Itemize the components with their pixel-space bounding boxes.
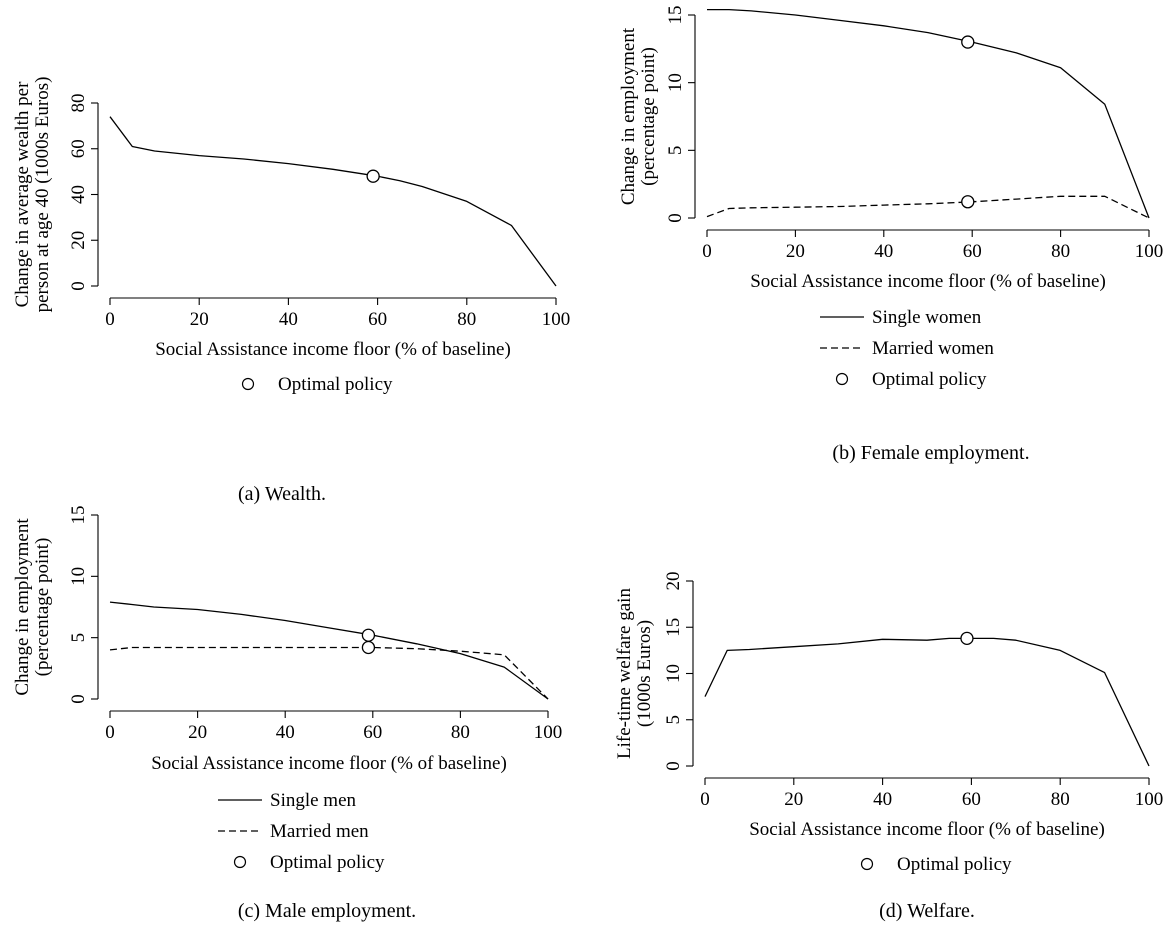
series-line-solid bbox=[109, 116, 557, 287]
legend-label: Optimal policy bbox=[270, 852, 385, 873]
x-tick-label: 40 bbox=[874, 241, 893, 262]
legend-circle-marker bbox=[835, 372, 849, 386]
y-tick-label: 20 bbox=[68, 231, 89, 250]
y-tick-label: 20 bbox=[663, 572, 684, 591]
y-tick-label: 10 bbox=[68, 567, 89, 586]
y-tick-label: 0 bbox=[68, 281, 89, 291]
series-line-dashed bbox=[109, 646, 549, 700]
legend-label: Optimal policy bbox=[278, 374, 393, 395]
x-axis-label: Social Assistance income floor (% of bas… bbox=[749, 819, 1105, 840]
optimal-policy-marker bbox=[961, 195, 975, 209]
x-tick-label: 0 bbox=[700, 789, 710, 810]
x-tick-label: 60 bbox=[962, 789, 981, 810]
series-line-solid bbox=[109, 601, 549, 700]
x-tick-label: 100 bbox=[1135, 241, 1164, 262]
panel-caption: (d) Welfare. bbox=[879, 900, 975, 922]
x-tick-label: 20 bbox=[784, 789, 803, 810]
x-tick-label: 60 bbox=[368, 309, 387, 330]
y-axis-label: (1000s Euros) bbox=[634, 620, 655, 727]
x-tick-label: 0 bbox=[105, 722, 115, 743]
y-axis-label: (percentage point) bbox=[32, 538, 53, 677]
x-tick-label: 40 bbox=[873, 789, 892, 810]
legend-label: Single men bbox=[270, 790, 357, 811]
y-tick-label: 0 bbox=[665, 213, 686, 223]
y-tick-label: 15 bbox=[68, 506, 89, 525]
y-tick-label: 0 bbox=[68, 694, 89, 704]
y-tick-label: 10 bbox=[663, 664, 684, 683]
series-line-solid bbox=[707, 8, 1150, 219]
y-tick-label: 10 bbox=[665, 73, 686, 92]
legend: Single men Married men Optimal policy bbox=[218, 790, 385, 873]
x-tick-label: 40 bbox=[276, 722, 295, 743]
x-tick-label: 60 bbox=[963, 241, 982, 262]
legend-label: Single women bbox=[872, 307, 982, 328]
y-tick-label: 60 bbox=[68, 139, 89, 158]
legend-label: Optimal policy bbox=[872, 369, 987, 390]
y-axis-label: Change in employment bbox=[12, 518, 33, 696]
x-tick-label: 80 bbox=[451, 722, 470, 743]
panel-4: 0 20 40 60 80 100 0 5 10 15 20 Life-time welfare ga… bbox=[614, 572, 1163, 923]
y-tick-label: 15 bbox=[663, 618, 684, 637]
panel-2: 0 20 40 60 80 100 0 5 10 15 Change in employment (p… bbox=[618, 6, 1163, 465]
x-axis-label: Social Assistance income floor (% of bas… bbox=[750, 271, 1106, 292]
y-tick-label: 15 bbox=[665, 6, 686, 25]
series-line-solid bbox=[704, 637, 1150, 767]
x-tick-label: 0 bbox=[105, 309, 115, 330]
legend-circle-marker bbox=[233, 855, 247, 869]
legend-circle-marker bbox=[241, 377, 255, 391]
x-tick-label: 100 bbox=[534, 722, 563, 743]
optimal-policy-marker bbox=[960, 631, 974, 645]
legend: Optimal policy bbox=[241, 374, 393, 395]
optimal-policy-marker bbox=[961, 35, 975, 49]
x-tick-label: 20 bbox=[188, 722, 207, 743]
optimal-policy-marker bbox=[366, 169, 380, 183]
y-tick-label: 40 bbox=[68, 185, 89, 204]
legend-label: Married women bbox=[872, 338, 994, 359]
y-tick-label: 5 bbox=[68, 633, 89, 643]
x-axis-label: Social Assistance income floor (% of bas… bbox=[151, 753, 507, 774]
x-tick-label: 100 bbox=[1135, 789, 1164, 810]
y-tick-label: 80 bbox=[68, 94, 89, 113]
y-tick-label: 5 bbox=[665, 146, 686, 156]
y-axis-label: (percentage point) bbox=[638, 47, 659, 186]
x-tick-label: 20 bbox=[786, 241, 805, 262]
x-tick-label: 100 bbox=[542, 309, 571, 330]
series-line-dashed bbox=[706, 195, 1150, 219]
y-axis-label: Change in average wealth per bbox=[12, 81, 33, 307]
y-axis-label: Change in employment bbox=[618, 27, 639, 205]
x-tick-label: 60 bbox=[363, 722, 382, 743]
panel-caption: (a) Wealth. bbox=[238, 483, 326, 505]
x-tick-label: 20 bbox=[190, 309, 209, 330]
x-tick-label: 40 bbox=[279, 309, 298, 330]
legend-label: Married men bbox=[270, 821, 369, 842]
panel-1: 0 20 40 60 80 100 0 20 40 60 80 Change in average w… bbox=[12, 77, 570, 505]
legend-label: Optimal policy bbox=[897, 854, 1012, 875]
optimal-policy-marker bbox=[361, 640, 376, 655]
panel-3: 0 20 40 60 80 100 0 5 10 15 Change in employment (p… bbox=[12, 506, 562, 923]
legend-circle-marker bbox=[860, 857, 874, 871]
y-tick-label: 0 bbox=[663, 761, 684, 771]
x-tick-label: 80 bbox=[457, 309, 476, 330]
y-axis-label: person at age 40 (1000s Euros) bbox=[32, 77, 53, 313]
y-axis-label: Life-time welfare gain bbox=[614, 588, 635, 759]
y-tick-label: 5 bbox=[663, 715, 684, 725]
x-tick-label: 0 bbox=[702, 241, 712, 262]
x-axis-label: Social Assistance income floor (% of bas… bbox=[155, 339, 511, 360]
x-tick-label: 80 bbox=[1051, 789, 1070, 810]
panel-caption: (c) Male employment. bbox=[238, 900, 416, 922]
legend: Optimal policy bbox=[860, 854, 1012, 875]
optimal-policy-marker bbox=[361, 628, 376, 642]
legend: Single women Married women Optimal policy bbox=[820, 307, 994, 390]
x-tick-label: 80 bbox=[1051, 241, 1070, 262]
panel-caption: (b) Female employment. bbox=[832, 442, 1029, 464]
